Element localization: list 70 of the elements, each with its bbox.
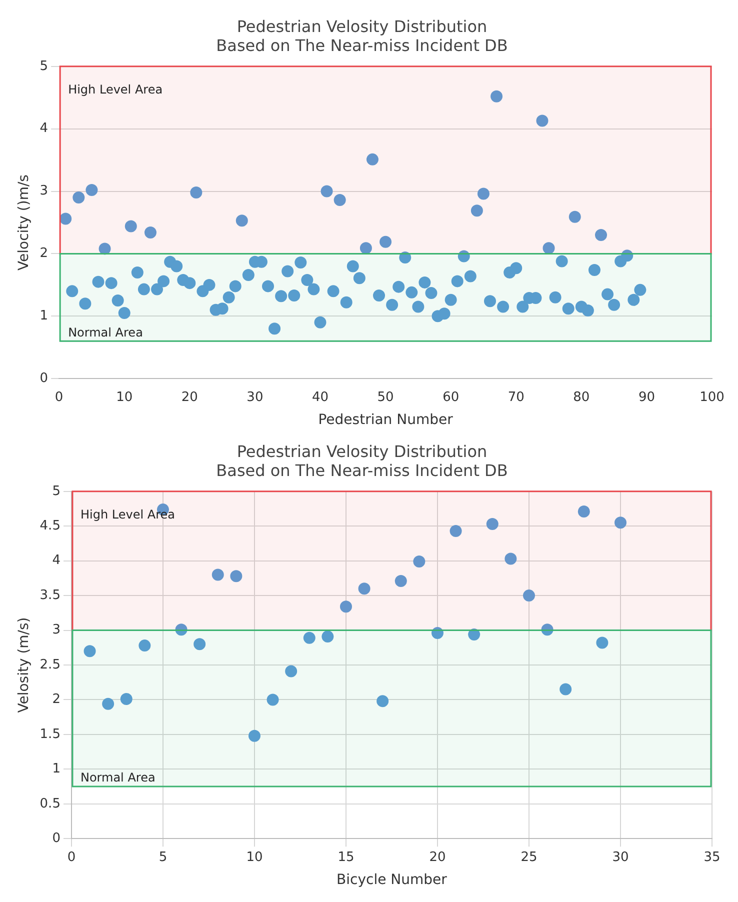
y-tick-label: 4 xyxy=(40,121,48,136)
y-tick-label: 2.5 xyxy=(40,657,60,672)
y-tick-label: 1 xyxy=(52,762,60,777)
x-tick-label: 90 xyxy=(638,390,655,405)
point xyxy=(596,636,608,649)
point xyxy=(303,632,316,644)
band-label: High Level Area xyxy=(68,82,163,97)
y-tick-label: 0.5 xyxy=(40,796,60,812)
y-tick-label: 1 xyxy=(40,308,48,324)
y-axis-title: Velosity (m/s) xyxy=(16,617,32,713)
point xyxy=(376,695,389,708)
y-tick-label: 5 xyxy=(52,484,60,499)
point xyxy=(120,693,132,706)
point xyxy=(84,645,96,658)
y-tick-label: 2 xyxy=(52,692,60,708)
x-axis-title: Pedestrian Number xyxy=(318,412,454,428)
x-tick-label: 60 xyxy=(442,390,460,405)
x-tick-label: 70 xyxy=(508,390,524,405)
y-axis-title: Velocity ()m/s xyxy=(16,174,32,270)
chart-title: Pedestrian Velosity Distribution Based on The Near-miss Incident DB xyxy=(216,16,508,55)
point xyxy=(248,730,260,742)
y-tick-label: 0 xyxy=(52,830,60,846)
point xyxy=(102,698,114,710)
y-tick-label: 3 xyxy=(40,184,48,199)
point xyxy=(578,506,590,518)
point xyxy=(504,552,517,565)
point xyxy=(212,568,224,581)
point xyxy=(266,694,279,706)
x-tick-label: 0 xyxy=(67,850,76,865)
point xyxy=(194,638,206,650)
x-tick-label: 30 xyxy=(246,390,264,405)
band-label: Normal Area xyxy=(80,770,156,785)
point xyxy=(358,582,370,595)
x-tick-label: 10 xyxy=(116,390,133,405)
y-tick-label: 3.5 xyxy=(40,588,60,603)
x-tick-label: 15 xyxy=(338,850,354,865)
chart-title: Pedestrian Velosity Distribution Based on The Near-miss Incident DB xyxy=(216,442,508,480)
point xyxy=(413,556,426,568)
x-tick-label: 20 xyxy=(181,390,198,405)
x-tick-label: 25 xyxy=(520,850,538,865)
y-tick-label: 1.5 xyxy=(40,726,60,742)
x-axis-title: Bicycle Number xyxy=(336,872,448,888)
y-tick-label: 2 xyxy=(40,246,48,262)
y-tick-label: 4 xyxy=(52,553,60,568)
point xyxy=(522,590,535,602)
point xyxy=(486,518,498,530)
x-tick-label: 5 xyxy=(158,850,168,865)
point xyxy=(322,630,334,643)
point xyxy=(230,570,242,582)
x-tick-label: 40 xyxy=(312,390,329,405)
point xyxy=(394,574,407,587)
x-tick-label: 35 xyxy=(704,850,720,865)
x-tick-label: 10 xyxy=(246,850,263,865)
band-label: Normal Area xyxy=(68,325,143,340)
y-tick-label: 5 xyxy=(40,58,48,74)
point xyxy=(560,683,572,696)
y-tick-label: 0 xyxy=(40,370,48,386)
x-tick-label: 30 xyxy=(612,850,629,865)
point xyxy=(285,665,298,678)
x-tick-label: 80 xyxy=(573,390,590,405)
y-tick-label: 4.5 xyxy=(40,518,60,534)
point xyxy=(614,516,626,529)
point xyxy=(340,600,352,613)
band-label: High Level Area xyxy=(80,508,175,522)
x-tick-label: 50 xyxy=(377,390,394,405)
x-tick-label: 100 xyxy=(700,390,724,405)
point xyxy=(138,640,151,652)
y-tick-label: 3 xyxy=(52,622,60,638)
x-tick-label: 20 xyxy=(429,850,446,865)
point xyxy=(450,524,462,537)
